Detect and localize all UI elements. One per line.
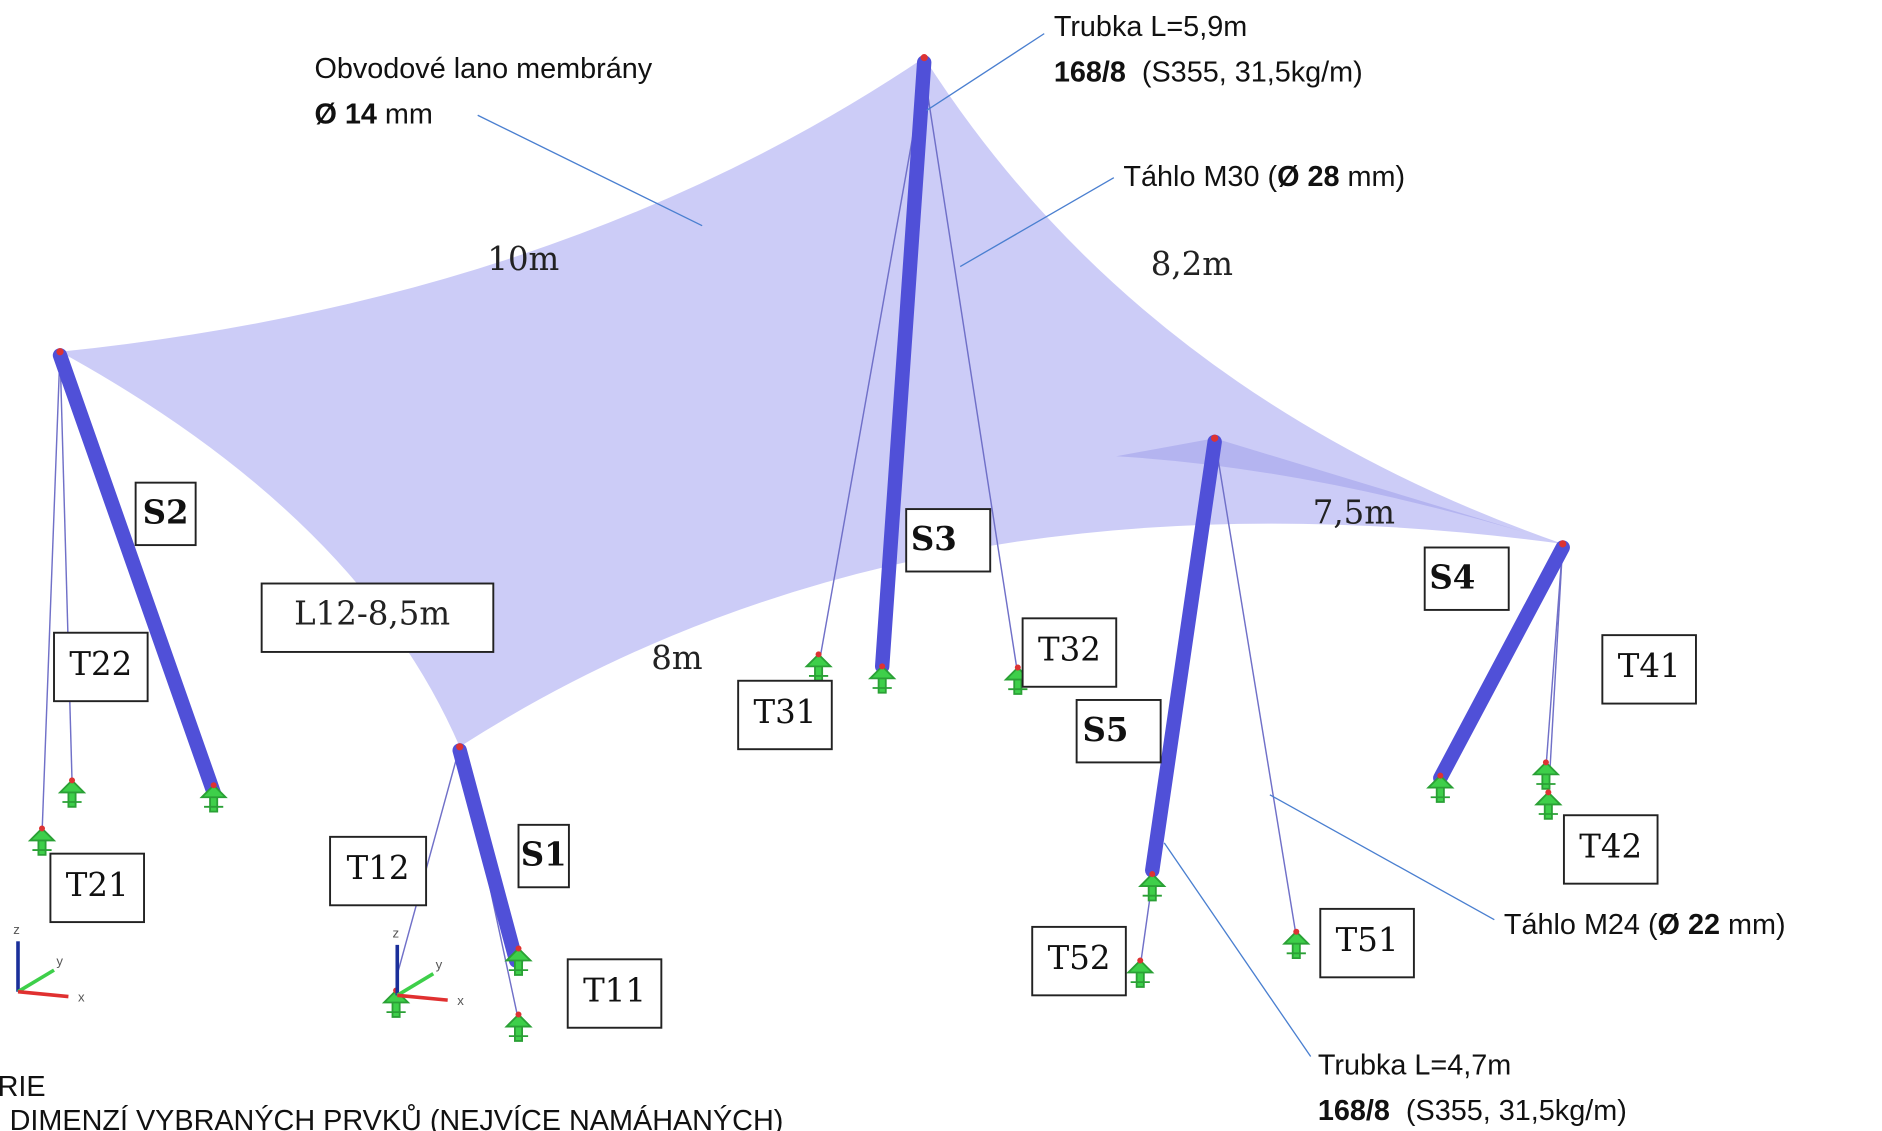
axis-triads: z y x z y x — [13, 922, 464, 1008]
tie-line — [60, 352, 72, 781]
tie-label: T21 — [66, 866, 129, 904]
annotation: Táhlo M30 (Ø 28 mm) — [1123, 161, 1405, 193]
dimension: 10m — [487, 240, 559, 278]
annotation-part: mm) — [1720, 909, 1786, 941]
annotation-part: Trubka L=5,9m — [1054, 11, 1247, 43]
node — [1015, 665, 1021, 671]
tie-label: T12 — [347, 849, 410, 887]
support — [1428, 776, 1452, 802]
support — [1536, 792, 1560, 818]
node — [1293, 929, 1299, 935]
node — [1437, 773, 1443, 779]
column — [460, 750, 516, 960]
tie-label: T42 — [1579, 827, 1642, 865]
annotation-part: Ø 14 — [314, 99, 376, 131]
page: { "dimensions": {"edge_top_left": "10m",… — [0, 0, 1882, 1131]
annotation-part: 168/8 — [1054, 57, 1126, 89]
support — [807, 654, 831, 680]
footer-text: DIMENZÍ VYBRANÝCH PRVKŮ (NEJVÍCE NAMÁHAN… — [10, 1103, 784, 1131]
axis-label: x — [457, 993, 464, 1008]
axis-y — [397, 974, 433, 996]
tie-line — [42, 352, 60, 835]
leader-line — [1164, 843, 1310, 1057]
node — [56, 348, 63, 355]
annotation-part: (S355, 31,5kg/m) — [1126, 57, 1363, 89]
node — [816, 651, 822, 657]
leader-line — [1270, 795, 1494, 920]
diagram: z y x z y x 10m 8,2m 7,5m 8m L12-8,5m S2 S1 S… — [0, 0, 1882, 1131]
node — [211, 782, 217, 788]
tie-label: T52 — [1048, 939, 1111, 977]
axis-label: z — [13, 922, 20, 937]
node — [1559, 540, 1566, 547]
column-label: S1 — [521, 836, 567, 874]
annotation: Táhlo M24 (Ø 22 mm) — [1504, 909, 1786, 941]
support — [870, 666, 894, 692]
dimension: 8m — [651, 639, 702, 677]
annotation-part: Ø 28 — [1277, 161, 1339, 193]
annotation-part: Obvodové lano membrány — [314, 53, 652, 85]
tie-label: T41 — [1618, 647, 1681, 685]
axis-label: y — [436, 957, 443, 972]
annotation: Trubka L=5,9m — [1054, 11, 1247, 43]
support — [1128, 961, 1152, 987]
support — [30, 828, 54, 854]
annotation-part: Trubka L=4,7m — [1318, 1050, 1511, 1082]
tie-label: T51 — [1336, 921, 1399, 959]
node — [516, 1012, 522, 1018]
annotation-part: mm) — [1339, 161, 1405, 193]
dimension: 8,2m — [1151, 245, 1233, 283]
node — [1543, 759, 1549, 765]
node — [39, 825, 45, 831]
column-label: S3 — [911, 520, 957, 558]
node — [516, 946, 522, 952]
axis-x — [18, 992, 68, 997]
tie-label: T31 — [754, 693, 817, 731]
tie-label: T32 — [1038, 630, 1101, 668]
support — [507, 1015, 531, 1041]
annotation: 168/8 (S355, 31,5kg/m) — [1054, 57, 1363, 89]
leader-line — [478, 115, 702, 225]
tie-label: T22 — [69, 645, 132, 683]
annotation-part: mm — [377, 99, 433, 131]
annotation-part: Ø 22 — [1658, 909, 1720, 941]
node — [69, 777, 75, 783]
annotation: Trubka L=4,7m — [1318, 1050, 1511, 1082]
node — [879, 663, 885, 669]
annotation-part: (S355, 31,5kg/m) — [1390, 1095, 1627, 1127]
column-label: S5 — [1082, 711, 1128, 749]
annotation-part: Táhlo M24 ( — [1504, 909, 1658, 941]
node — [1137, 958, 1143, 964]
node — [921, 54, 928, 61]
annotation: Obvodové lano membrány — [314, 53, 652, 85]
annotation-part: Táhlo M30 ( — [1123, 161, 1277, 193]
annotation-part: 168/8 — [1318, 1095, 1390, 1127]
column-label: S4 — [1429, 558, 1475, 596]
column-label: S2 — [143, 494, 189, 532]
node — [456, 743, 463, 750]
axis-label: y — [56, 953, 63, 968]
node — [1211, 435, 1218, 442]
leader-line — [927, 34, 1045, 111]
node — [1149, 871, 1155, 877]
dimension: L12-8,5m — [294, 594, 450, 632]
support — [1140, 874, 1164, 900]
axis-label: z — [392, 926, 399, 941]
annotation: Ø 14 mm — [314, 99, 432, 131]
support — [1284, 932, 1308, 958]
annotation: 168/8 (S355, 31,5kg/m) — [1318, 1095, 1627, 1127]
dimension: 7,5m — [1313, 494, 1395, 532]
axis-y — [18, 970, 54, 992]
node — [1545, 789, 1551, 795]
tie-label: T11 — [583, 971, 646, 1009]
support — [60, 780, 84, 806]
support — [1534, 762, 1558, 788]
axis-label: x — [78, 989, 85, 1004]
footer-text: RIE — [0, 1071, 46, 1103]
